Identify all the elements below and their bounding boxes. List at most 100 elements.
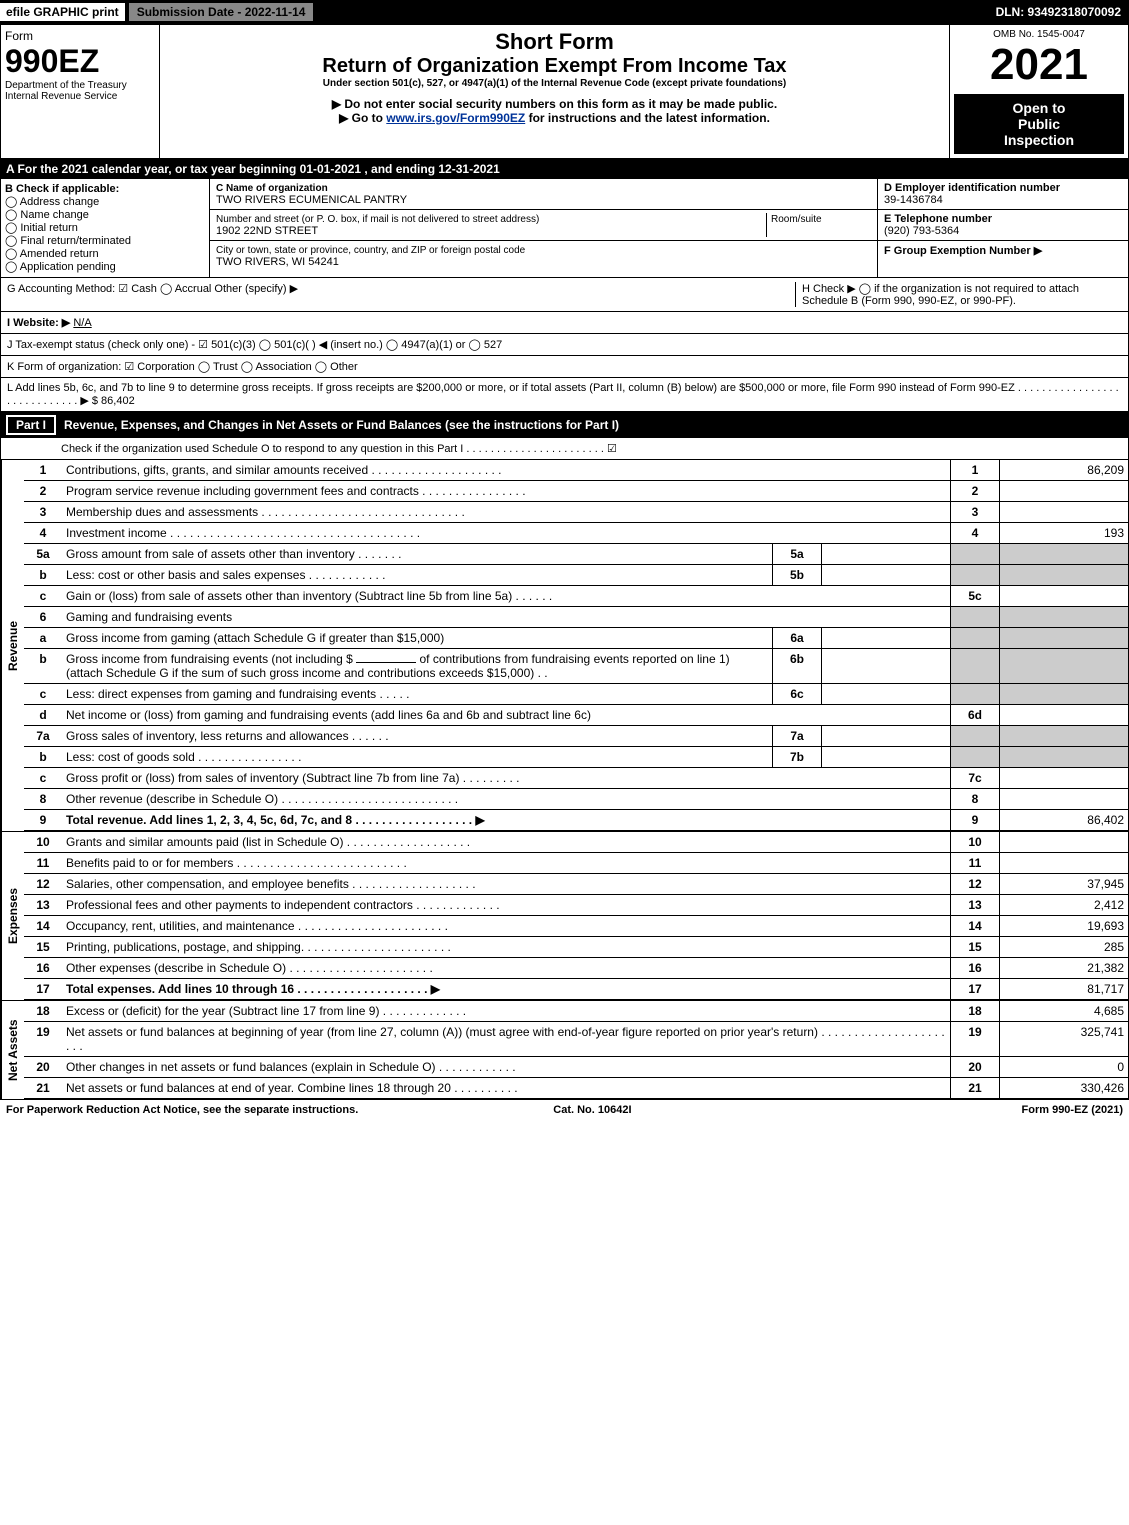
- line-amount-shaded: [999, 747, 1128, 767]
- street-label: Number and street (or P. O. box, if mail…: [216, 214, 539, 225]
- checkbox-name-change[interactable]: ◯ Name change: [5, 208, 205, 221]
- dept-treasury: Department of the Treasury: [5, 80, 155, 91]
- box-c-label: C Name of organization: [216, 183, 328, 194]
- sub-amount: [821, 544, 950, 564]
- line-amount: [999, 768, 1128, 788]
- line-amount: 86,209: [999, 460, 1128, 480]
- line-amount: 330,426: [999, 1078, 1128, 1098]
- line-16: 16Other expenses (describe in Schedule O…: [24, 958, 1128, 979]
- line-amount-shaded: [999, 565, 1128, 585]
- line-desc: Membership dues and assessments . . . . …: [62, 502, 950, 522]
- line-box-shaded: [950, 565, 999, 585]
- checkbox-address-change[interactable]: ◯ Address change: [5, 195, 205, 208]
- line-2: 2Program service revenue including gover…: [24, 481, 1128, 502]
- line-num: 13: [24, 895, 62, 915]
- line-amount: 325,741: [999, 1022, 1128, 1056]
- line-amount: [999, 832, 1128, 852]
- line-desc: Total expenses. Add lines 10 through 16 …: [62, 979, 950, 999]
- form-header: Form 990EZ Department of the Treasury In…: [0, 24, 1129, 159]
- line-desc: Less: direct expenses from gaming and fu…: [62, 684, 772, 704]
- line-13: 13Professional fees and other payments t…: [24, 895, 1128, 916]
- line-amount: [999, 789, 1128, 809]
- box-l: L Add lines 5b, 6c, and 7b to line 9 to …: [0, 378, 1129, 412]
- line-num: 20: [24, 1057, 62, 1077]
- line-desc: Gaming and fundraising events: [62, 607, 950, 627]
- line-box-shaded: [950, 684, 999, 704]
- form-label: Form: [5, 29, 155, 43]
- website-value: N/A: [73, 317, 91, 329]
- line-num: b: [24, 565, 62, 585]
- sub-amount: [821, 628, 950, 648]
- line-amount: 285: [999, 937, 1128, 957]
- ein-value: 39-1436784: [884, 194, 943, 206]
- line-21: 21Net assets or fund balances at end of …: [24, 1078, 1128, 1099]
- part-1-title: Revenue, Expenses, and Changes in Net As…: [64, 418, 619, 432]
- line-desc: Grants and similar amounts paid (list in…: [62, 832, 950, 852]
- line-amount: [999, 705, 1128, 725]
- gross-receipts-amount: 86,402: [101, 395, 135, 407]
- line-desc: Excess or (deficit) for the year (Subtra…: [62, 1001, 950, 1021]
- netassets-group: Net Assets 18Excess or (deficit) for the…: [0, 1000, 1129, 1100]
- sub-box: 6c: [772, 684, 821, 704]
- line-desc: Less: cost or other basis and sales expe…: [62, 565, 772, 585]
- line-10: 10Grants and similar amounts paid (list …: [24, 832, 1128, 853]
- revenue-group: Revenue 1Contributions, gifts, grants, a…: [0, 460, 1129, 831]
- part-1-check-note: Check if the organization used Schedule …: [0, 438, 1129, 460]
- line-1: 1Contributions, gifts, grants, and simil…: [24, 460, 1128, 481]
- dln-number: DLN: 93492318070092: [988, 3, 1129, 21]
- line-box-shaded: [950, 726, 999, 746]
- line-num: 18: [24, 1001, 62, 1021]
- checkbox-amended-return[interactable]: ◯ Amended return: [5, 247, 205, 260]
- box-f-label: F Group Exemption Number ▶: [884, 245, 1042, 257]
- box-g: G Accounting Method: ☑ Cash ◯ Accrual Ot…: [7, 282, 795, 307]
- line-12: 12Salaries, other compensation, and empl…: [24, 874, 1128, 895]
- line-6: 6Gaming and fundraising events: [24, 607, 1128, 628]
- checkbox-application-pending[interactable]: ◯ Application pending: [5, 260, 205, 273]
- header-left: Form 990EZ Department of the Treasury In…: [1, 25, 160, 158]
- line-num: 12: [24, 874, 62, 894]
- telephone-value: (920) 793-5364: [884, 225, 959, 237]
- line-amount: [999, 502, 1128, 522]
- line-5a: 5aGross amount from sale of assets other…: [24, 544, 1128, 565]
- netassets-vert-label: Net Assets: [1, 1001, 24, 1099]
- line-desc: Gross sales of inventory, less returns a…: [62, 726, 772, 746]
- footer-left: For Paperwork Reduction Act Notice, see …: [6, 1104, 358, 1116]
- checkbox-final-return[interactable]: ◯ Final return/terminated: [5, 234, 205, 247]
- footer-right: Form 990-EZ (2021): [1022, 1104, 1123, 1116]
- line-desc: Gross amount from sale of assets other t…: [62, 544, 772, 564]
- irs-link[interactable]: www.irs.gov/Form990EZ: [386, 111, 525, 125]
- line-num: c: [24, 768, 62, 788]
- line-desc: Salaries, other compensation, and employ…: [62, 874, 950, 894]
- checkbox-initial-return[interactable]: ◯ Initial return: [5, 221, 205, 234]
- box-d-label: D Employer identification number: [884, 182, 1060, 194]
- line-19: 19Net assets or fund balances at beginni…: [24, 1022, 1128, 1057]
- line-c: cLess: direct expenses from gaming and f…: [24, 684, 1128, 705]
- line-desc: Investment income . . . . . . . . . . . …: [62, 523, 950, 543]
- line-c: cGain or (loss) from sale of assets othe…: [24, 586, 1128, 607]
- tax-year: 2021: [954, 40, 1124, 90]
- line-num: 15: [24, 937, 62, 957]
- line-amount: 2,412: [999, 895, 1128, 915]
- sub-box: 6b: [772, 649, 821, 683]
- line-num: 16: [24, 958, 62, 978]
- line-14: 14Occupancy, rent, utilities, and mainte…: [24, 916, 1128, 937]
- sub-box: 7a: [772, 726, 821, 746]
- line-desc: Benefits paid to or for members . . . . …: [62, 853, 950, 873]
- line-d: dNet income or (loss) from gaming and fu…: [24, 705, 1128, 726]
- line-num: 2: [24, 481, 62, 501]
- line-box-shaded: [950, 544, 999, 564]
- line-amount-shaded: [999, 726, 1128, 746]
- sub-amount: [821, 726, 950, 746]
- line-num: 19: [24, 1022, 62, 1056]
- city-state-zip: TWO RIVERS, WI 54241: [216, 256, 339, 268]
- part-1-header: Part I Revenue, Expenses, and Changes in…: [0, 412, 1129, 438]
- box-c: C Name of organization TWO RIVERS ECUMEN…: [210, 179, 877, 277]
- line-desc: Gross profit or (loss) from sales of inv…: [62, 768, 950, 788]
- top-bar: efile GRAPHIC print Submission Date - 20…: [0, 0, 1129, 24]
- line-num: 7a: [24, 726, 62, 746]
- line-num: b: [24, 649, 62, 683]
- box-e-label: E Telephone number: [884, 213, 992, 225]
- line-18: 18Excess or (deficit) for the year (Subt…: [24, 1001, 1128, 1022]
- line-amount: 86,402: [999, 810, 1128, 830]
- footer-center: Cat. No. 10642I: [553, 1104, 631, 1116]
